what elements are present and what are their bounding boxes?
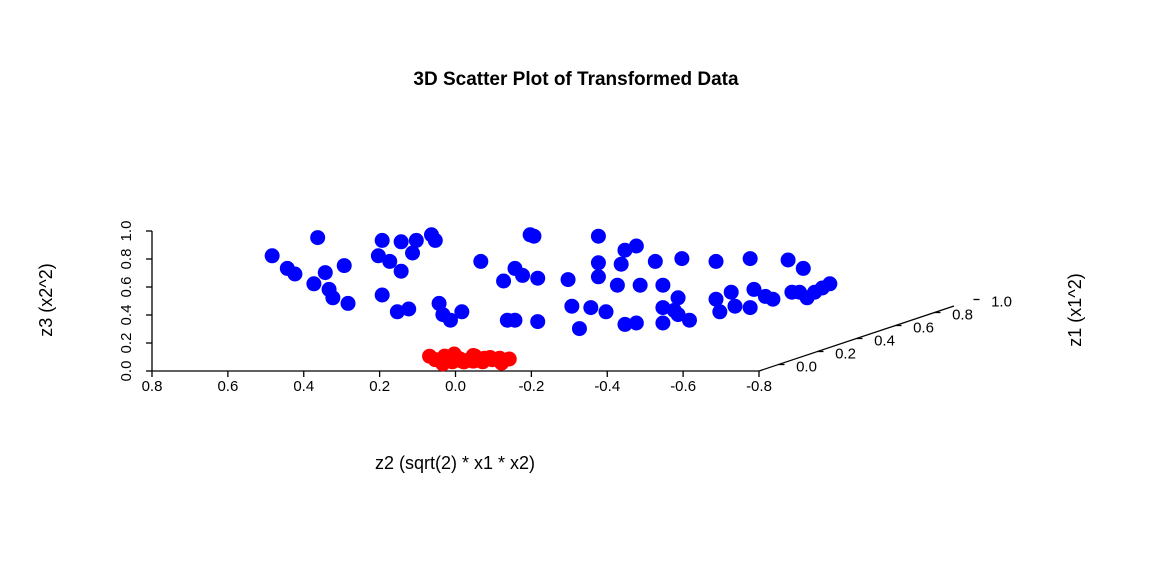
point <box>780 252 796 268</box>
point <box>427 232 443 248</box>
y-tick-label: 0.8 <box>952 306 973 323</box>
point <box>473 253 489 269</box>
point <box>507 312 523 328</box>
point <box>471 352 487 368</box>
y-tick-label: 0.0 <box>796 358 817 375</box>
point <box>530 314 546 330</box>
point <box>310 230 326 246</box>
point <box>393 234 409 250</box>
z-axis-label: z3 (x2^2) <box>36 263 56 336</box>
point <box>408 232 424 248</box>
point <box>598 304 614 320</box>
point <box>336 258 352 274</box>
point <box>442 312 458 328</box>
point <box>765 291 781 307</box>
point <box>742 251 758 267</box>
z-tick-label: 0.4 <box>118 305 135 326</box>
point <box>583 300 599 316</box>
point <box>670 307 686 323</box>
z-tick-label: 0.6 <box>118 277 135 298</box>
point <box>712 304 728 320</box>
point <box>306 276 322 292</box>
point <box>628 238 644 254</box>
x-tick-label: 0.0 <box>445 378 466 395</box>
y-tick-label: 1.0 <box>991 293 1012 310</box>
x-tick-label: 0.8 <box>142 378 163 395</box>
point <box>501 351 517 367</box>
point <box>609 277 625 293</box>
point <box>571 321 587 337</box>
point <box>670 290 686 306</box>
point <box>590 228 606 244</box>
x-tick-label: -0.2 <box>518 378 544 395</box>
x-axis-label: z2 (sqrt(2) * x1 * x2) <box>375 453 535 473</box>
point <box>632 277 648 293</box>
point <box>515 267 531 283</box>
point <box>496 273 512 289</box>
z-tick-label: 0.8 <box>118 249 135 270</box>
point <box>405 245 421 261</box>
point <box>727 298 743 314</box>
point <box>708 291 724 307</box>
point <box>746 281 762 297</box>
y-axis-label: z1 (x1^2) <box>1065 273 1085 346</box>
point <box>264 248 280 264</box>
point <box>590 255 606 271</box>
point <box>674 251 690 267</box>
point <box>317 265 333 281</box>
point <box>530 270 546 286</box>
point <box>287 266 303 282</box>
point <box>382 253 398 269</box>
y-tick-label: 0.6 <box>913 319 934 336</box>
point <box>325 290 341 306</box>
point <box>389 304 405 320</box>
point <box>655 315 671 331</box>
point <box>564 298 580 314</box>
point <box>708 253 724 269</box>
point <box>655 300 671 316</box>
point <box>647 253 663 269</box>
x-tick-label: 0.2 <box>369 378 390 395</box>
x-tick-label: 0.4 <box>293 378 314 395</box>
point <box>795 260 811 276</box>
chart-title: 3D Scatter Plot of Transformed Data <box>413 69 739 90</box>
point <box>374 287 390 303</box>
z-tick-label: 1.0 <box>118 221 135 242</box>
point <box>340 295 356 311</box>
point <box>617 242 633 258</box>
point <box>681 312 697 328</box>
point <box>401 301 417 317</box>
point <box>590 269 606 285</box>
z-tick-label: 0.0 <box>118 361 135 382</box>
z-tick-label: 0.2 <box>118 333 135 354</box>
x-tick-label: -0.4 <box>594 378 620 395</box>
y-tick-label: 0.2 <box>835 345 856 362</box>
point <box>526 228 542 244</box>
y-tick-label: 0.4 <box>874 332 895 349</box>
x-tick-label: -0.8 <box>746 378 772 395</box>
point <box>617 316 633 332</box>
point <box>822 276 838 292</box>
point <box>452 352 468 368</box>
point <box>435 356 451 372</box>
point <box>742 300 758 316</box>
point <box>723 284 739 300</box>
x-tick-label: 0.6 <box>217 378 238 395</box>
point <box>370 248 386 264</box>
x-tick-label: -0.6 <box>670 378 696 395</box>
point <box>454 304 470 320</box>
point <box>613 256 629 272</box>
point <box>560 272 576 288</box>
point <box>628 315 644 331</box>
point <box>655 277 671 293</box>
point <box>374 232 390 248</box>
point <box>393 263 409 279</box>
